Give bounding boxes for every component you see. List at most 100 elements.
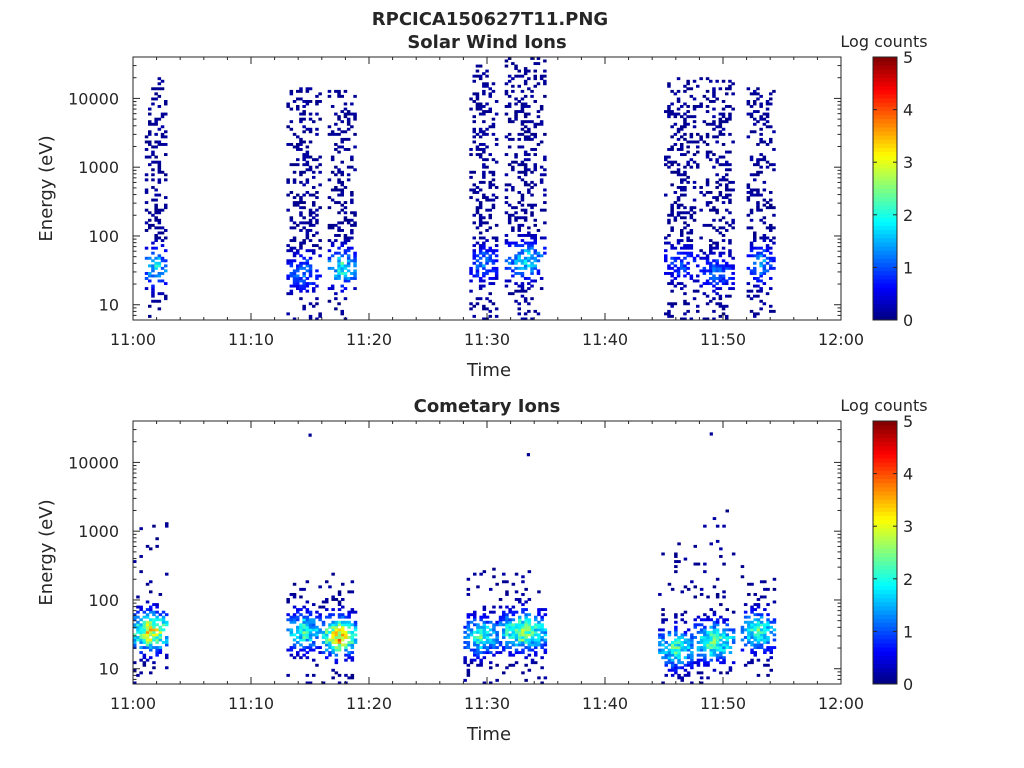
- heatmap-cell: [699, 191, 703, 194]
- heatmap-cell: [749, 173, 754, 177]
- colorbar-swatch: [873, 241, 897, 247]
- heatmap-cell: [325, 580, 329, 584]
- heatmap-cell: [315, 628, 319, 632]
- heatmap-cell: [677, 656, 681, 660]
- heatmap-cell: [543, 168, 547, 172]
- heatmap-cell: [142, 653, 147, 657]
- heatmap-cell: [466, 668, 471, 672]
- heatmap-cell: [514, 289, 518, 293]
- heatmap-cell: [731, 256, 735, 260]
- heatmap-cell: [689, 87, 694, 91]
- heatmap-cell: [524, 678, 528, 682]
- heatmap-cell: [308, 211, 313, 215]
- heatmap-cell: [523, 112, 528, 116]
- heatmap-cell: [142, 636, 147, 639]
- heatmap-cell: [350, 656, 355, 660]
- heatmap-cell: [154, 234, 158, 237]
- heatmap-cell: [292, 178, 297, 182]
- heatmap-cell: [289, 120, 294, 124]
- heatmap-cell: [315, 165, 319, 169]
- heatmap-cell: [488, 153, 492, 157]
- heatmap-cell: [491, 249, 496, 253]
- heatmap-cell: [472, 100, 476, 103]
- heatmap-cell: [667, 82, 671, 86]
- heatmap-cell: [346, 264, 351, 268]
- heatmap-cell: [534, 628, 538, 632]
- heatmap-cell: [728, 163, 732, 167]
- heatmap-cell: [670, 206, 674, 210]
- heatmap-cell: [670, 229, 674, 232]
- heatmap-cell: [136, 636, 140, 639]
- heatmap-cell: [330, 266, 335, 270]
- heatmap-cell: [759, 630, 764, 634]
- heatmap-cell: [154, 117, 158, 121]
- heatmap-cell: [472, 79, 476, 83]
- heatmap-cell: [673, 191, 678, 194]
- heatmap-cell: [762, 203, 767, 207]
- heatmap-cell: [305, 163, 310, 167]
- heatmap-cell: [337, 246, 341, 250]
- heatmap-cell: [699, 208, 703, 212]
- heatmap-cell: [302, 266, 306, 270]
- heatmap-cell: [494, 137, 499, 141]
- heatmap-cell: [676, 269, 681, 273]
- heatmap-cell: [712, 651, 717, 655]
- heatmap-cell: [517, 251, 521, 255]
- heatmap-cell: [142, 623, 147, 627]
- heatmap-cell: [537, 676, 541, 680]
- heatmap-cell: [299, 206, 303, 210]
- heatmap-cell: [139, 641, 143, 644]
- heatmap-cell: [154, 92, 158, 96]
- heatmap-cell: [766, 613, 770, 617]
- heatmap-cell: [491, 266, 496, 270]
- heatmap-cell: [721, 226, 726, 230]
- heatmap-cell: [756, 97, 760, 101]
- heatmap-cell: [318, 628, 322, 632]
- heatmap-cell: [508, 641, 512, 644]
- heatmap-cell: [475, 94, 480, 98]
- heatmap-cell: [670, 208, 674, 212]
- heatmap-cell: [340, 312, 344, 316]
- heatmap-cell: [769, 656, 773, 660]
- heatmap-cell: [676, 107, 681, 111]
- heatmap-cell: [292, 196, 297, 200]
- x-tick-label: 11:30: [464, 330, 510, 349]
- colorbar-swatch: [873, 634, 897, 640]
- heatmap-cell: [749, 218, 754, 222]
- heatmap-cell: [145, 638, 150, 642]
- heatmap-cell: [677, 661, 681, 665]
- heatmap-cell: [148, 107, 152, 111]
- heatmap-cell: [676, 251, 681, 255]
- heatmap-cell: [334, 620, 339, 624]
- heatmap-cell: [680, 239, 684, 243]
- heatmap-cell: [772, 259, 776, 263]
- heatmap-cell: [511, 625, 516, 629]
- heatmap-cell: [485, 625, 490, 629]
- heatmap-cell: [533, 203, 537, 207]
- heatmap-cell: [718, 269, 723, 273]
- heatmap-cell: [337, 274, 341, 278]
- heatmap-cell: [504, 239, 509, 243]
- heatmap-cell: [689, 254, 694, 258]
- heatmap-cell: [164, 203, 168, 207]
- heatmap-cell: [152, 661, 156, 665]
- heatmap-cell: [482, 625, 487, 629]
- heatmap-cell: [524, 615, 528, 619]
- heatmap-cell: [683, 186, 687, 189]
- heatmap-cell: [343, 201, 348, 205]
- heatmap-cell: [289, 89, 294, 93]
- heatmap-cell: [479, 628, 483, 632]
- heatmap-cell: [514, 630, 519, 634]
- heatmap-cell: [347, 651, 351, 655]
- heatmap-cell: [161, 628, 166, 632]
- heatmap-cell: [145, 633, 150, 637]
- heatmap-cell: [139, 605, 143, 609]
- heatmap-cell: [696, 648, 701, 652]
- colorbar-swatch: [873, 647, 897, 652]
- heatmap-cell: [658, 633, 662, 637]
- heatmap-cell: [699, 77, 703, 81]
- heatmap-cell: [289, 628, 294, 632]
- heatmap-cell: [518, 620, 522, 624]
- heatmap-cell: [343, 272, 348, 275]
- heatmap-cell: [705, 201, 710, 205]
